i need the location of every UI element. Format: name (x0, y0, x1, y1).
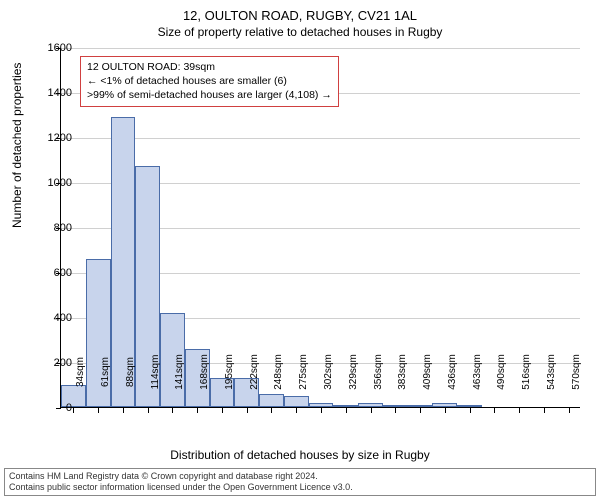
xtick-mark (247, 408, 248, 413)
xtick-mark (197, 408, 198, 413)
xtick-label: 61sqm (100, 357, 111, 387)
xtick-mark (321, 408, 322, 413)
xtick-mark (494, 408, 495, 413)
xtick-label: 436sqm (447, 354, 458, 390)
bar (333, 405, 358, 407)
ytick-label: 1200 (32, 132, 72, 144)
ytick-label: 600 (32, 267, 72, 279)
xtick-mark (271, 408, 272, 413)
bar (259, 394, 284, 408)
xtick-mark (395, 408, 396, 413)
xtick-mark (445, 408, 446, 413)
xtick-mark (544, 408, 545, 413)
xtick-mark (73, 408, 74, 413)
xtick-label: 275sqm (298, 354, 309, 390)
xtick-label: 141sqm (174, 354, 185, 390)
bar (432, 403, 457, 408)
xtick-label: 570sqm (571, 354, 582, 390)
footer-attribution: Contains HM Land Registry data © Crown c… (4, 468, 596, 496)
annotation-line: ← <1% of detached houses are smaller (6) (87, 74, 332, 88)
footer-line-1: Contains HM Land Registry data © Crown c… (9, 471, 591, 482)
xtick-mark (569, 408, 570, 413)
ytick-label: 1000 (32, 177, 72, 189)
xtick-label: 88sqm (125, 357, 136, 387)
xtick-mark (123, 408, 124, 413)
xtick-mark (296, 408, 297, 413)
xtick-mark (371, 408, 372, 413)
xtick-label: 168sqm (199, 354, 210, 390)
gridline (61, 138, 580, 139)
xtick-mark (98, 408, 99, 413)
xtick-mark (222, 408, 223, 413)
ytick-label: 200 (32, 357, 72, 369)
xtick-label: 356sqm (373, 354, 384, 390)
footer-line-2: Contains public sector information licen… (9, 482, 591, 493)
annotation-box: 12 OULTON ROAD: 39sqm← <1% of detached h… (80, 56, 339, 107)
xtick-label: 490sqm (496, 354, 507, 390)
annotation-line: >99% of semi-detached houses are larger … (87, 88, 332, 102)
page-title: 12, OULTON ROAD, RUGBY, CV21 1AL (0, 0, 600, 23)
xtick-label: 409sqm (422, 354, 433, 390)
xtick-mark (346, 408, 347, 413)
xtick-label: 248sqm (273, 354, 284, 390)
xtick-mark (420, 408, 421, 413)
bar (383, 405, 408, 407)
y-axis-label: Number of detached properties (10, 63, 24, 228)
bar (284, 396, 309, 407)
xtick-mark (172, 408, 173, 413)
annotation-line: 12 OULTON ROAD: 39sqm (87, 60, 332, 74)
xtick-label: 516sqm (521, 354, 532, 390)
xtick-label: 329sqm (348, 354, 359, 390)
xtick-label: 222sqm (249, 354, 260, 390)
bar (358, 403, 383, 408)
xtick-label: 383sqm (397, 354, 408, 390)
xtick-label: 543sqm (546, 354, 557, 390)
xtick-label: 114sqm (150, 355, 161, 390)
ytick-label: 0 (32, 402, 72, 414)
bar (457, 405, 482, 407)
xtick-label: 34sqm (75, 357, 86, 387)
page-subtitle: Size of property relative to detached ho… (0, 23, 600, 39)
bar (408, 405, 433, 407)
xtick-label: 463sqm (472, 354, 483, 390)
bar (309, 403, 334, 408)
xtick-label: 195sqm (224, 354, 235, 390)
xtick-label: 302sqm (323, 354, 334, 390)
x-axis-label: Distribution of detached houses by size … (0, 448, 600, 462)
ytick-label: 800 (32, 222, 72, 234)
xtick-mark (519, 408, 520, 413)
ytick-label: 1400 (32, 87, 72, 99)
ytick-label: 1600 (32, 42, 72, 54)
xtick-mark (148, 408, 149, 413)
xtick-mark (470, 408, 471, 413)
ytick-label: 400 (32, 312, 72, 324)
gridline (61, 48, 580, 49)
